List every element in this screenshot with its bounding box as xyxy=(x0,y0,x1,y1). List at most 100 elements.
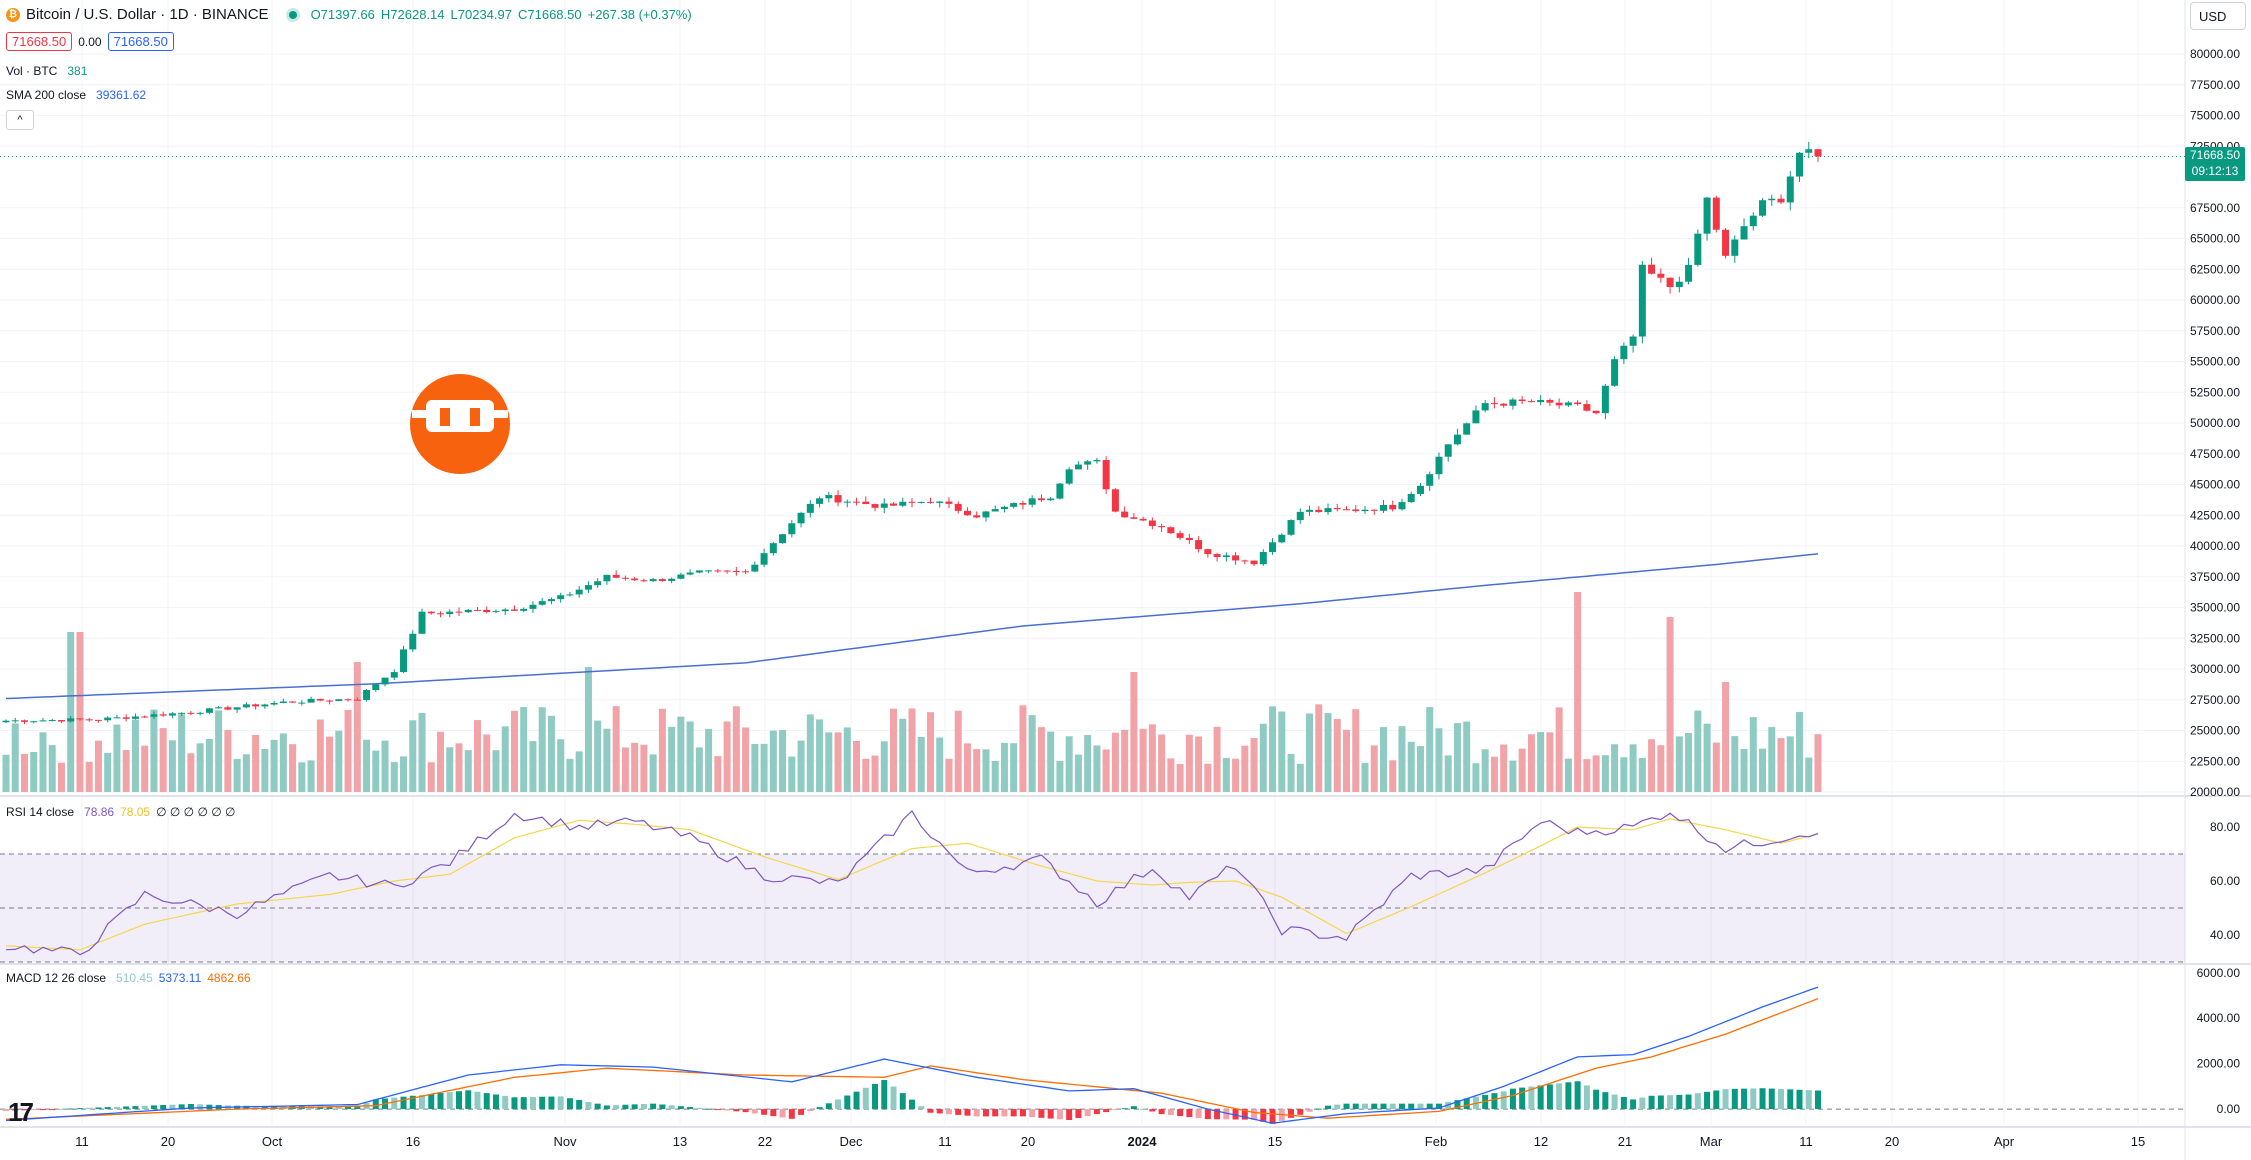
macd-histogram-bar xyxy=(881,1080,888,1110)
macd-histogram-bar xyxy=(798,1109,805,1115)
volume-bar xyxy=(252,734,260,792)
sma-legend[interactable]: SMA 200 close 39361.62 xyxy=(6,88,146,102)
candle-body xyxy=(945,501,953,504)
candle-body xyxy=(483,609,491,613)
time-axis-label: 16 xyxy=(406,1134,420,1149)
price-axis-label: 52500.00 xyxy=(2190,385,2240,399)
volume-bar xyxy=(566,758,574,792)
volume-bar xyxy=(1195,736,1203,792)
symbol-title[interactable]: Bitcoin / U.S. Dollar · 1D · BINANCE xyxy=(26,6,269,23)
macd-histogram-bar xyxy=(86,1107,93,1110)
candle-body xyxy=(954,503,962,511)
volume-bar xyxy=(1407,741,1415,792)
volume-bar xyxy=(1796,712,1804,792)
candle-body xyxy=(1786,176,1794,203)
volume-bar xyxy=(1047,731,1055,792)
time-axis-label: 12 xyxy=(1534,1134,1548,1149)
macd-histogram-bar xyxy=(511,1097,518,1110)
macd-histogram-bar xyxy=(1602,1092,1609,1110)
candle-body xyxy=(1527,401,1535,403)
volume-bar xyxy=(1611,744,1619,792)
macd-histogram-bar xyxy=(1334,1104,1341,1110)
volume-bar xyxy=(788,756,796,792)
macd-histogram-bar xyxy=(825,1103,832,1110)
rsi-value: 78.86 xyxy=(84,805,115,819)
price-axis-label: 42500.00 xyxy=(2190,508,2240,522)
macd-histogram-bar xyxy=(483,1093,490,1110)
price-axis-label: 40000.00 xyxy=(2190,539,2240,553)
macd-histogram-bar xyxy=(1454,1100,1461,1110)
collapse-legend-button[interactable]: ^ xyxy=(6,110,34,130)
rsi-legend[interactable]: RSI 14 close 78.86 78.05 ∅ ∅ ∅ ∅ ∅ ∅ xyxy=(6,805,236,819)
candle-body xyxy=(11,720,19,722)
price-axis-label: 25000.00 xyxy=(2190,724,2240,738)
macd-histogram-bar xyxy=(594,1103,601,1110)
candle-body xyxy=(1185,537,1193,541)
bitcoin-logo xyxy=(410,374,510,474)
volume-bar xyxy=(908,708,916,792)
volume-bar xyxy=(973,749,981,792)
macd-pane xyxy=(0,986,2185,1124)
price-axis-label: 35000.00 xyxy=(2190,601,2240,615)
candle-body xyxy=(501,609,509,612)
macd-histogram-bar xyxy=(419,1094,426,1110)
macd-histogram-bar xyxy=(252,1105,259,1110)
rsi-ma-value: 78.05 xyxy=(120,805,151,819)
bar-countdown: 09:12:13 xyxy=(2191,164,2239,178)
macd-histogram-bar xyxy=(1158,1109,1165,1115)
candle-body xyxy=(816,498,824,504)
volume-bar xyxy=(1176,763,1184,792)
candle-body xyxy=(1601,385,1609,414)
candle-body xyxy=(381,677,389,685)
macd-histogram-bar xyxy=(807,1109,814,1112)
macd-histogram-bar xyxy=(631,1104,638,1110)
volume-bar xyxy=(1481,749,1489,792)
candle-body xyxy=(1222,555,1230,558)
volume-bar xyxy=(510,710,518,792)
symbol-legend[interactable]: ₿ Bitcoin / U.S. Dollar · 1D · BINANCE O… xyxy=(6,6,692,23)
volume-bar xyxy=(1269,706,1277,792)
candle-body xyxy=(215,707,223,709)
candle-body xyxy=(1611,359,1619,386)
time-axis-label: 15 xyxy=(1268,1134,1282,1149)
macd-axis-label: 6000.00 xyxy=(2197,966,2241,980)
candle-body xyxy=(1130,517,1138,519)
buy-price-button[interactable]: 71668.50 xyxy=(107,32,174,51)
candle-body xyxy=(991,509,999,512)
candle-body xyxy=(1472,410,1480,424)
currency-selector[interactable]: USD xyxy=(2190,2,2246,30)
volume-bar xyxy=(446,747,454,792)
price-axis-label: 30000.00 xyxy=(2190,662,2240,676)
macd-legend[interactable]: MACD 12 26 close 510.45 5373.11 4862.66 xyxy=(6,971,251,985)
volume-bar xyxy=(1306,713,1314,792)
rsi-pane xyxy=(0,809,2185,963)
price-axis-label: 47500.00 xyxy=(2190,447,2240,461)
volume-bar xyxy=(834,732,842,792)
volume-bar xyxy=(917,737,925,792)
macd-histogram-bar xyxy=(474,1091,481,1110)
candle-body xyxy=(1278,534,1286,543)
candle-body xyxy=(1259,552,1267,565)
volume-bar xyxy=(594,720,602,792)
volume-bar xyxy=(1343,729,1351,792)
sell-price-button[interactable]: 71668.50 xyxy=(6,32,73,51)
tradingview-logo[interactable]: 17 xyxy=(8,1097,34,1127)
volume-bar xyxy=(141,745,149,792)
volume-bar xyxy=(372,750,380,792)
macd-histogram-bar xyxy=(557,1096,564,1110)
candle-body xyxy=(1694,233,1702,265)
volume-bar xyxy=(501,726,509,792)
candle-body xyxy=(279,701,287,703)
volume-legend[interactable]: Vol · BTC 381 xyxy=(6,64,87,78)
volume-bar xyxy=(316,719,324,792)
volume-bar xyxy=(279,733,287,792)
macd-histogram-bar xyxy=(206,1104,213,1110)
price-axis-label: 55000.00 xyxy=(2190,355,2240,369)
macd-histogram-bar xyxy=(1750,1088,1757,1110)
candle-body xyxy=(1269,542,1277,553)
candle-body xyxy=(353,699,361,701)
volume-bar xyxy=(159,728,167,792)
macd-histogram-bar xyxy=(1731,1088,1738,1110)
macd-histogram-bar xyxy=(1648,1095,1655,1110)
